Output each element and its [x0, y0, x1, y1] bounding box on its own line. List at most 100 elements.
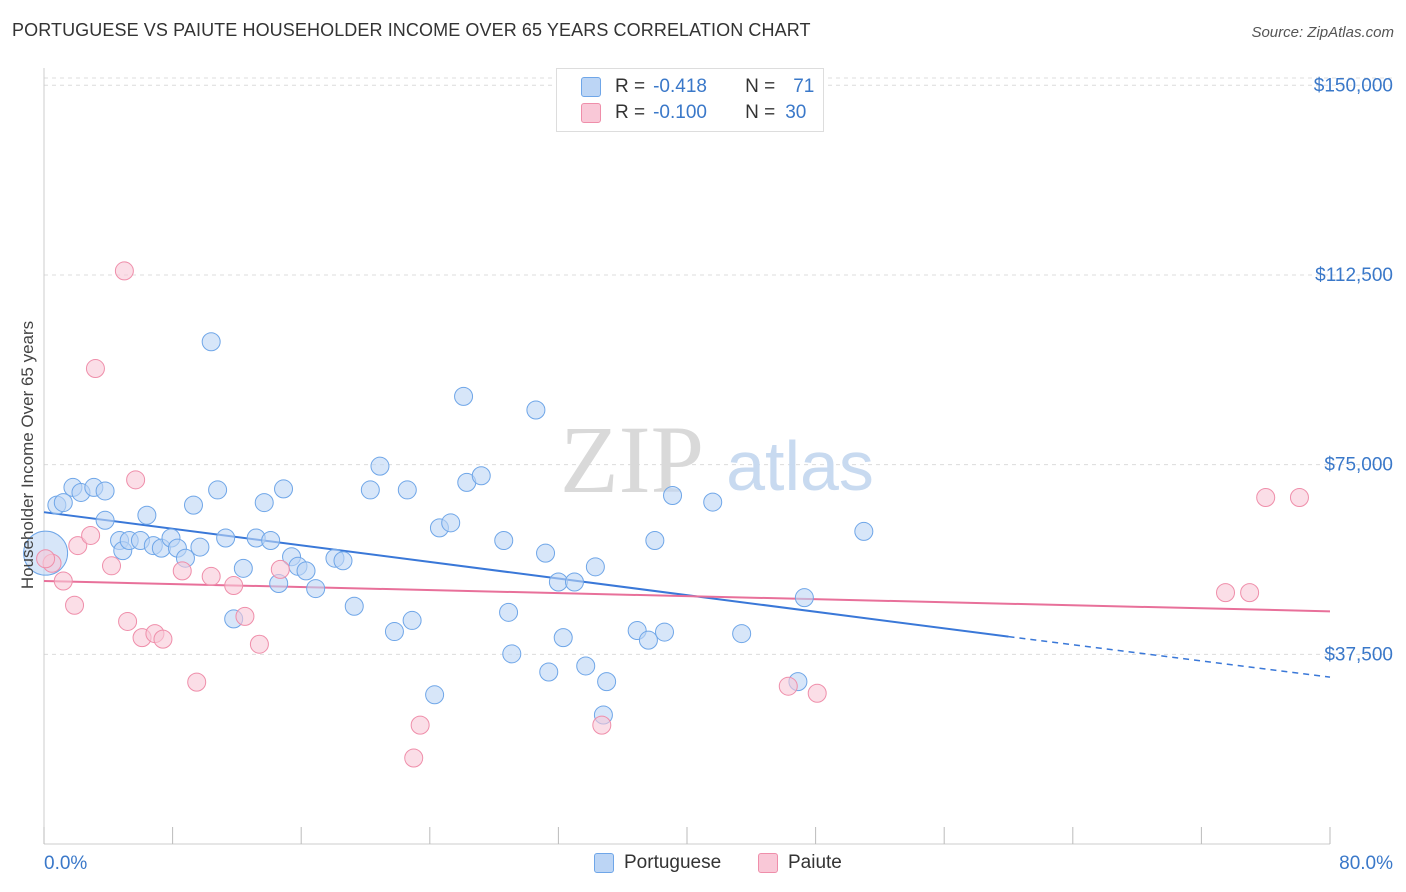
- portuguese-point: [663, 485, 683, 505]
- paiute-point: [65, 595, 85, 615]
- x-tick-label: 80.0%: [1339, 853, 1393, 874]
- paiute-trend-line: [43, 579, 1331, 613]
- portuguese-point: [526, 400, 546, 420]
- portuguese-trend-extension: [1008, 635, 1331, 678]
- legend-n-label: N =: [745, 76, 776, 97]
- portuguese-point: [333, 551, 353, 571]
- portuguese-point: [208, 480, 228, 500]
- paiute-point: [102, 556, 122, 576]
- portuguese-point: [502, 644, 522, 664]
- legend-row-portuguese: R = -0.418 N = 71: [581, 75, 814, 99]
- legend-swatch-paiute: [758, 853, 778, 873]
- paiute-point: [1216, 583, 1236, 603]
- portuguese-point: [638, 630, 658, 650]
- series-legend: Portuguese Paiute: [0, 852, 1406, 878]
- legend-r-value: -0.100: [653, 102, 707, 123]
- paiute-point: [807, 683, 827, 703]
- portuguese-point: [471, 466, 491, 486]
- legend-label-portuguese: Portuguese: [624, 852, 722, 873]
- paiute-point: [201, 566, 221, 586]
- paiute-point: [81, 525, 101, 545]
- legend-r-label: R =: [615, 76, 646, 97]
- portuguese-point: [95, 481, 115, 501]
- paiute-point: [410, 715, 430, 735]
- portuguese-point: [360, 480, 380, 500]
- legend-n-label: N =: [745, 102, 776, 123]
- portuguese-point: [425, 685, 445, 705]
- legend-swatch-portuguese: [594, 853, 614, 873]
- legend-row-paiute: R = -0.100 N = 30: [581, 101, 806, 125]
- portuguese-point: [344, 596, 364, 616]
- y-tick-label: $75,000: [1324, 455, 1393, 476]
- paiute-point: [172, 561, 192, 581]
- portuguese-point: [190, 537, 210, 557]
- paiute-point: [126, 470, 146, 490]
- axes: [43, 68, 1331, 845]
- portuguese-point: [585, 557, 605, 577]
- x-tick-label: 0.0%: [44, 853, 87, 874]
- portuguese-point: [564, 572, 584, 592]
- paiute-point: [153, 629, 173, 649]
- portuguese-point: [732, 624, 752, 644]
- watermark-atlas: atlas: [726, 427, 874, 505]
- portuguese-point: [274, 479, 294, 499]
- portuguese-point: [233, 558, 253, 578]
- paiute-point: [778, 676, 798, 696]
- portuguese-point: [553, 628, 573, 648]
- paiute-point: [1240, 583, 1260, 603]
- paiute-point: [270, 559, 290, 579]
- paiute-point: [187, 672, 207, 692]
- portuguese-point: [441, 513, 461, 533]
- portuguese-trend-line: [43, 511, 1009, 638]
- paiute-point: [404, 748, 424, 768]
- paiute-point: [68, 536, 88, 556]
- tick-labels: $37,500 $75,000 $112,500 $150,000 0.0% 80.0%: [44, 75, 1393, 874]
- portuguese-point: [201, 332, 221, 352]
- paiute-point: [1256, 488, 1276, 508]
- portuguese-point: [654, 622, 674, 642]
- portuguese-point: [95, 510, 115, 530]
- portuguese-point: [494, 531, 514, 551]
- paiute-point: [85, 359, 105, 379]
- portuguese-point: [854, 521, 874, 541]
- portuguese-point: [539, 662, 559, 682]
- portuguese-point: [597, 672, 617, 692]
- legend-item-paiute[interactable]: Paiute: [758, 852, 842, 874]
- legend-label-paiute: Paiute: [788, 852, 842, 873]
- portuguese-point: [216, 528, 236, 548]
- legend-n-value: 30: [785, 102, 807, 123]
- legend-r-label: R =: [615, 102, 646, 123]
- paiute-point: [224, 576, 244, 596]
- chart-title: PORTUGUESE VS PAIUTE HOUSEHOLDER INCOME …: [12, 20, 811, 40]
- paiute-point: [114, 261, 134, 281]
- portuguese-point: [296, 561, 316, 581]
- legend-swatch-portuguese: [581, 77, 601, 97]
- portuguese-point: [703, 492, 723, 512]
- portuguese-point: [794, 588, 814, 608]
- portuguese-point: [548, 572, 568, 592]
- portuguese-point: [645, 531, 665, 551]
- legend-swatch-paiute: [581, 103, 601, 123]
- portuguese-point: [261, 531, 281, 551]
- portuguese-point: [402, 610, 422, 630]
- watermark-zip: ZIP: [560, 406, 704, 513]
- stats-legend: R = -0.418 N = 71 R = -0.100 N = 30: [556, 68, 824, 132]
- paiute-point: [118, 611, 138, 631]
- paiute-point: [249, 634, 269, 654]
- paiute-point: [1289, 488, 1309, 508]
- y-tick-label: $150,000: [1314, 75, 1393, 96]
- y-tick-label: $112,500: [1315, 265, 1393, 286]
- portuguese-point: [254, 493, 274, 513]
- portuguese-point: [397, 480, 417, 500]
- watermark: ZIP atlas: [560, 406, 874, 513]
- paiute-point: [235, 606, 255, 626]
- legend-r-value: -0.418: [653, 76, 707, 97]
- legend-item-portuguese[interactable]: Portuguese: [594, 852, 721, 874]
- portuguese-point: [306, 579, 326, 599]
- paiute-point: [36, 549, 56, 569]
- portuguese-point: [370, 456, 390, 476]
- portuguese-point: [384, 622, 404, 642]
- legend-n-value: 71: [793, 76, 815, 97]
- portuguese-point: [454, 386, 474, 406]
- portuguese-point: [53, 493, 73, 513]
